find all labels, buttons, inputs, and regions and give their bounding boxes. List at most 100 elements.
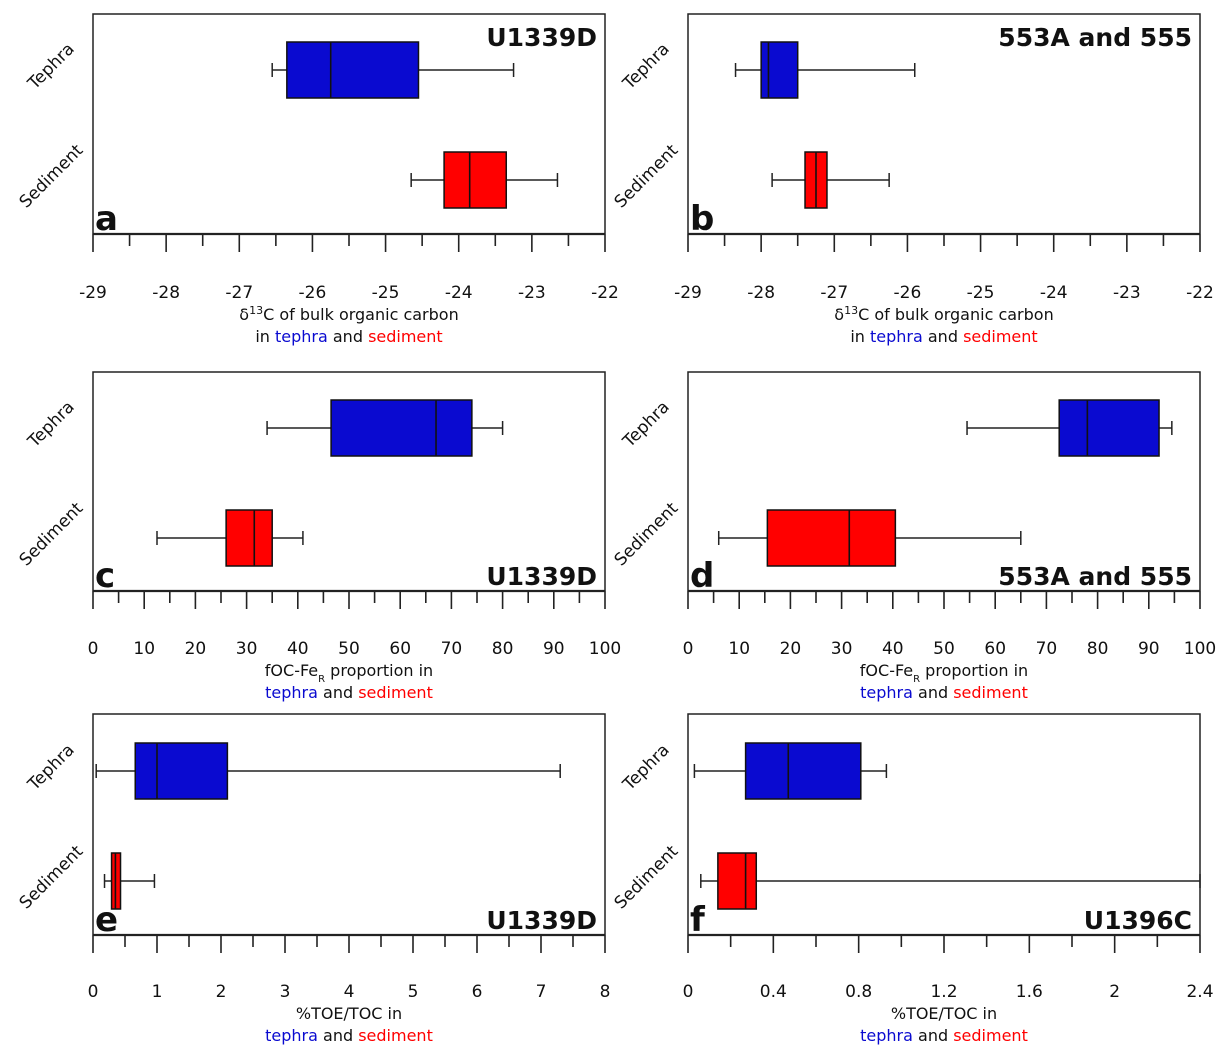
x-tick-label: 2: [216, 982, 227, 1002]
box-tephra: [734, 41, 916, 99]
panel-letter: c: [95, 556, 115, 596]
category-label-tephra: Tephra: [24, 39, 79, 94]
category-label-sediment: Sediment: [611, 140, 683, 212]
panel-letter: e: [95, 900, 118, 940]
site-title: U1339D: [486, 23, 597, 52]
x-tick-label: -23: [1113, 283, 1141, 303]
x-tick-label: 50: [338, 639, 360, 659]
site-title: U1396C: [1084, 906, 1192, 935]
iqr-box: [286, 41, 420, 99]
x-tick-label: 0.8: [845, 982, 872, 1002]
x-tick-label: 1.2: [930, 982, 957, 1002]
x-tick-label: -25: [967, 283, 995, 303]
site-title: 553A and 555: [998, 23, 1192, 52]
box-sediment: [771, 151, 890, 209]
x-tick-label: 8: [600, 982, 611, 1002]
site-title: U1339D: [486, 562, 597, 591]
panel-e: 0 1 2 3 4 5 6 7 8 Tephra Sediment U1339D e %TOE/TOC i…: [16, 713, 611, 1045]
x-tick-label: -24: [445, 283, 473, 303]
box-tephra: [271, 41, 515, 99]
x-tick-label: 70: [441, 639, 463, 659]
category-label-sediment: Sediment: [611, 841, 683, 913]
x-tick-label: -22: [591, 283, 619, 303]
x-tick-label: 100: [1184, 639, 1216, 659]
x-axis-label-line2: tephra and sediment: [860, 683, 1028, 702]
iqr-box: [760, 41, 799, 99]
x-tick-label: 0: [88, 982, 99, 1002]
category-label-sediment: Sediment: [16, 140, 88, 212]
category-label-sediment: Sediment: [611, 498, 683, 570]
category-label-tephra: Tephra: [619, 397, 674, 452]
x-tick-label: 40: [882, 639, 904, 659]
x-tick-label: 5: [408, 982, 419, 1002]
x-tick-label: -24: [1040, 283, 1068, 303]
plot-frame: [92, 713, 606, 935]
x-tick-label: 3: [280, 982, 291, 1002]
category-label-sediment: Sediment: [16, 498, 88, 570]
x-tick-label: 80: [492, 639, 514, 659]
x-tick-label: 50: [933, 639, 955, 659]
category-label-tephra: Tephra: [619, 740, 674, 795]
plot-frame: [687, 713, 1201, 935]
box-sediment: [717, 509, 1022, 567]
box-sediment: [156, 509, 304, 567]
x-tick-label: -26: [299, 283, 327, 303]
x-axis-label: δ13C of bulk organic carbon: [834, 304, 1053, 325]
site-title: U1339D: [486, 906, 597, 935]
x-tick-label: 20: [780, 639, 802, 659]
x-axis-label-line2: tephra and sediment: [265, 1026, 433, 1045]
x-tick-label: 6: [472, 982, 483, 1002]
panel-a: -29 -28 -27 -26 -25 -24 -23 -22 Tephra Sediment U1…: [16, 13, 619, 346]
x-tick-label: 0: [683, 639, 694, 659]
x-tick-label: 7: [536, 982, 547, 1002]
x-tick-label: 40: [287, 639, 309, 659]
x-tick-label: -27: [820, 283, 848, 303]
plot-frame: [687, 371, 1201, 591]
x-tick-label: 90: [1138, 639, 1160, 659]
plot-frame: [92, 371, 606, 591]
x-tick-label: -26: [894, 283, 922, 303]
box-sediment: [410, 151, 559, 209]
x-tick-label: 1.6: [1016, 982, 1043, 1002]
x-axis-label: δ13C of bulk organic carbon: [239, 304, 458, 325]
box-sediment: [700, 852, 1201, 910]
x-tick-label: 60: [984, 639, 1006, 659]
iqr-box: [443, 151, 508, 209]
category-label-tephra: Tephra: [619, 39, 674, 94]
box-tephra: [266, 399, 504, 457]
x-tick-label: 60: [389, 639, 411, 659]
iqr-box: [766, 509, 897, 567]
iqr-box: [225, 509, 273, 567]
panel-f: 0 0.4 0.8 1.2 1.6 2 2.4 Tephra Sediment U1396C f %T…: [611, 713, 1214, 1045]
box-tephra: [693, 742, 888, 800]
iqr-box: [134, 742, 229, 800]
x-tick-label: -28: [152, 283, 180, 303]
panel-letter: b: [690, 199, 714, 239]
x-tick-label: 2: [1109, 982, 1120, 1002]
x-tick-label: 70: [1036, 639, 1058, 659]
iqr-box: [744, 742, 862, 800]
panel-letter: a: [95, 199, 118, 239]
x-axis-label-line2: tephra and sediment: [860, 1026, 1028, 1045]
x-tick-label: 0: [683, 982, 694, 1002]
x-tick-label: 90: [543, 639, 565, 659]
plot-frame: [687, 13, 1201, 234]
x-axis-label: %TOE/TOC in: [296, 1004, 402, 1023]
x-tick-label: 20: [185, 639, 207, 659]
x-tick-label: -27: [225, 283, 253, 303]
x-axis-label-line2: in tephra and sediment: [850, 327, 1037, 346]
panel-c: 0 10 20 30 40 50 60 70 80 90 100 Tephra Sediment U133…: [16, 371, 621, 702]
iqr-box: [717, 852, 758, 910]
x-tick-label: -29: [79, 283, 107, 303]
x-tick-label: -25: [372, 283, 400, 303]
plot-frame: [92, 13, 606, 234]
panel-b: -29 -28 -27 -26 -25 -24 -23 -22 Tephra Sediment 55…: [611, 13, 1214, 346]
x-axis-label: fOC-FeR proportion in: [860, 661, 1028, 685]
x-tick-label: 0.4: [760, 982, 787, 1002]
x-tick-label: 4: [344, 982, 355, 1002]
site-title: 553A and 555: [998, 562, 1192, 591]
x-tick-label: -22: [1186, 283, 1214, 303]
iqr-box: [1058, 399, 1160, 457]
x-tick-label: 100: [589, 639, 621, 659]
